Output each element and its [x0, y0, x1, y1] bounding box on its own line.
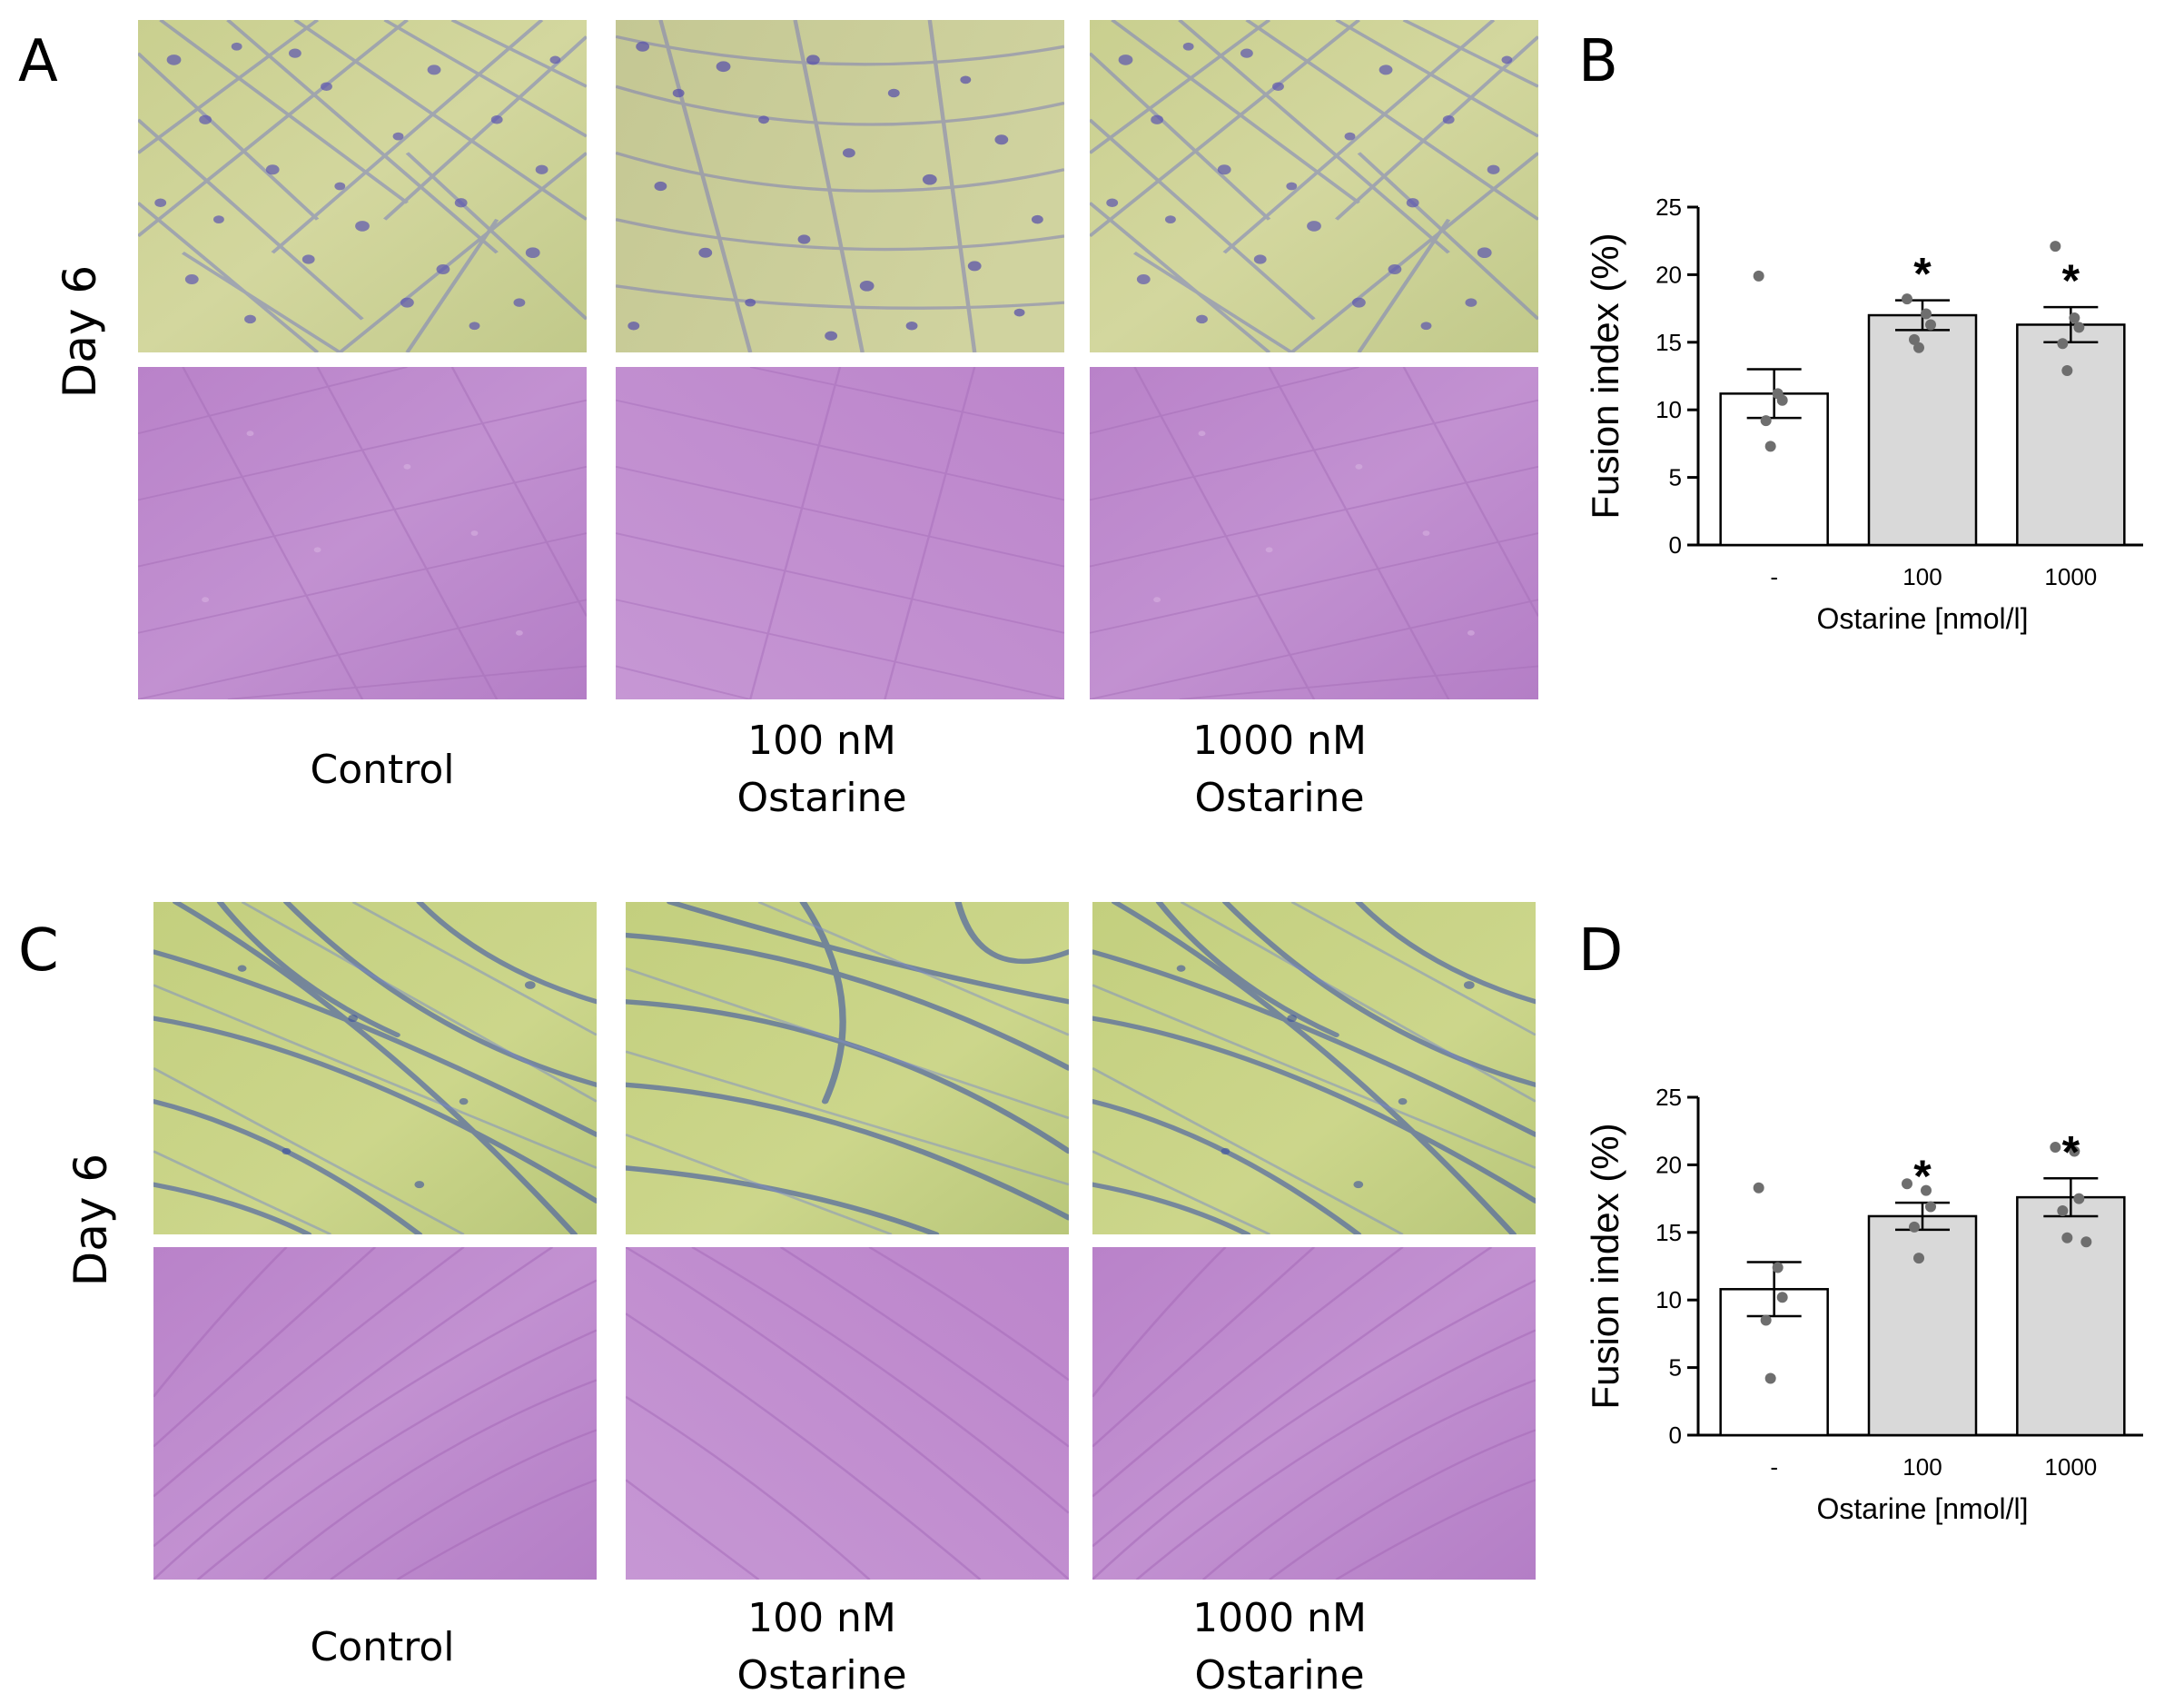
bar [1867, 313, 1978, 547]
data-point [1909, 333, 1920, 345]
bar [1867, 1214, 1978, 1437]
data-point [1760, 1314, 1772, 1326]
data-point [2050, 1142, 2061, 1154]
y-tick-label: 0 [1669, 1422, 1682, 1449]
chart-svg: 0 5 10 15 20 25 - * 100 * 1000 Ostarine [nmol/l] Fus… [1584, 1084, 2143, 1525]
panel-letter-c: C [18, 917, 59, 985]
x-tick-label: 100 [1902, 1453, 1942, 1481]
data-point [1913, 1253, 1924, 1264]
caption-a-control: Control [310, 747, 455, 793]
data-point [1760, 415, 1772, 427]
micrograph-a-1000nm-stained [1090, 20, 1538, 352]
data-point [2057, 338, 2069, 350]
micrograph-c-control-unstained [153, 1247, 597, 1580]
significance-marker: * [2062, 255, 2080, 306]
data-point [1764, 441, 1776, 452]
data-point [1753, 1182, 1764, 1194]
x-tick-label: - [1770, 1453, 1778, 1481]
data-point [1909, 1221, 1920, 1233]
data-point [2073, 1193, 2085, 1204]
y-tick-label: 10 [1655, 1286, 1682, 1313]
data-point [2073, 322, 2085, 333]
data-point [1913, 342, 1924, 353]
micrograph-c-1000nm-stained [1092, 902, 1536, 1234]
data-point [1772, 1262, 1784, 1273]
data-point [2080, 1236, 2092, 1248]
micrograph-c-control-stained [153, 902, 597, 1234]
micrograph-c-100nm-unstained [626, 1247, 1069, 1580]
micrograph-a-100nm-stained [616, 20, 1064, 352]
caption-a-1000nm: 1000 nM Ostarine [1192, 718, 1367, 821]
panel-letter-d: D [1578, 917, 1624, 985]
y-tick-label: 10 [1655, 396, 1682, 423]
data-point [1902, 1178, 1912, 1190]
micrograph-a-1000nm-unstained [1090, 367, 1538, 699]
y-tick-label: 25 [1655, 1084, 1682, 1111]
x-axis-label: Ostarine [nmol/l] [1817, 602, 2029, 635]
y-tick-label: 20 [1655, 261, 1682, 288]
data-point [1764, 1372, 1776, 1384]
data-point [2069, 312, 2080, 324]
data-point [2061, 1232, 2073, 1243]
data-point [2069, 1145, 2080, 1157]
significance-marker: * [1913, 1151, 1932, 1202]
y-tick-label: 25 [1655, 193, 1682, 221]
row-label-day6-c: Day 6 [64, 1153, 117, 1287]
x-tick-label: 1000 [2044, 1453, 2097, 1481]
data-point [1753, 270, 1764, 282]
y-tick-label: 5 [1669, 1354, 1682, 1382]
chart-svg: 0 5 10 15 20 25 - * 100 * 1000 Ostarine [nmol/l] Fus… [1584, 193, 2143, 635]
caption-c-1000nm: 1000 nM Ostarine [1192, 1595, 1367, 1699]
micrograph-a-control-stained [138, 20, 587, 352]
caption-c-100nm: 100 nM Ostarine [736, 1595, 907, 1699]
data-point [2057, 1204, 2069, 1216]
x-axis-label: Ostarine [nmol/l] [1817, 1492, 2029, 1525]
data-point [1921, 308, 1932, 320]
x-tick-label: - [1770, 563, 1778, 590]
caption-a-100nm: 100 nM Ostarine [736, 718, 907, 821]
significance-marker: * [2062, 1126, 2080, 1177]
panel-letter-b: B [1578, 28, 1618, 95]
data-point [2050, 241, 2061, 253]
data-point [1921, 1184, 1932, 1196]
y-tick-label: 15 [1655, 329, 1682, 356]
row-label-day6-a: Day 6 [54, 264, 106, 399]
significance-marker: * [1913, 249, 1932, 300]
y-axis-label: Fusion index (%) [1584, 1123, 1626, 1409]
micrograph-a-100nm-unstained [616, 367, 1064, 699]
data-point [1925, 1201, 1936, 1213]
data-point [1776, 1292, 1788, 1303]
x-tick-label: 100 [1902, 563, 1942, 590]
x-tick-label: 1000 [2044, 563, 2097, 590]
chart-d: 0 5 10 15 20 25 - * 100 * 1000 Ostarine [nmol/l] Fus… [1562, 1054, 2161, 1544]
panel-letter-a: A [18, 28, 58, 95]
bar [2016, 323, 2126, 547]
chart-b: 0 5 10 15 20 25 - * 100 * 1000 Ostarine [nmol/l] Fus… [1562, 163, 2161, 654]
caption-c-control: Control [310, 1624, 455, 1670]
y-tick-label: 20 [1655, 1151, 1682, 1178]
micrograph-c-100nm-stained [626, 902, 1069, 1234]
micrograph-c-1000nm-unstained [1092, 1247, 1536, 1580]
data-point [1925, 319, 1936, 331]
y-tick-label: 0 [1669, 531, 1682, 559]
data-point [2061, 365, 2073, 377]
bar [2016, 1195, 2126, 1437]
y-axis-label: Fusion index (%) [1584, 233, 1626, 519]
data-point [1902, 293, 1912, 305]
data-point [1776, 394, 1788, 406]
y-tick-label: 15 [1655, 1219, 1682, 1246]
y-tick-label: 5 [1669, 464, 1682, 491]
micrograph-a-control-unstained [138, 367, 587, 699]
